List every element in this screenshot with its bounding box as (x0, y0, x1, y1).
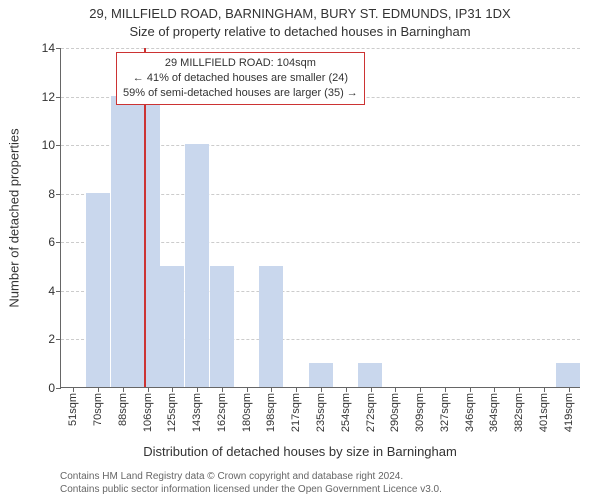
histogram-bar (210, 266, 234, 387)
footer-line1: Contains HM Land Registry data © Crown c… (60, 471, 442, 484)
xtick-mark (222, 387, 223, 392)
ytick-mark (56, 48, 61, 49)
ytick-label: 8 (48, 187, 55, 201)
ytick-label: 6 (48, 235, 55, 249)
histogram-bar (135, 96, 159, 387)
ytick-label: 10 (42, 138, 55, 152)
annotation-line2: ← 41% of detached houses are smaller (24… (123, 71, 358, 86)
xtick-label: 235sqm (315, 393, 327, 432)
chart-subtitle: Size of property relative to detached ho… (0, 24, 600, 39)
x-axis-label: Distribution of detached houses by size … (0, 444, 600, 459)
ytick-label: 14 (42, 41, 55, 55)
xtick-label: 364sqm (488, 393, 500, 432)
xtick-mark (321, 387, 322, 392)
histogram-bar (185, 144, 209, 387)
xtick-label: 125sqm (166, 393, 178, 432)
xtick-label: 401sqm (538, 393, 550, 432)
histogram-bar (358, 363, 382, 387)
xtick-label: 419sqm (563, 393, 575, 432)
xtick-label: 70sqm (92, 393, 104, 426)
ytick-label: 12 (42, 90, 55, 104)
footer-attribution: Contains HM Land Registry data © Crown c… (60, 471, 442, 496)
xtick-mark (494, 387, 495, 392)
xtick-mark (371, 387, 372, 392)
xtick-mark (73, 387, 74, 392)
chart-title-address: 29, MILLFIELD ROAD, BARNINGHAM, BURY ST.… (0, 6, 600, 21)
xtick-label: 198sqm (265, 393, 277, 432)
y-axis-label: Number of detached properties (7, 128, 22, 307)
xtick-mark (98, 387, 99, 392)
ytick-label: 0 (48, 381, 55, 395)
xtick-label: 162sqm (216, 393, 228, 432)
xtick-label: 382sqm (513, 393, 525, 432)
gridline-h (61, 48, 580, 49)
histogram-bar (160, 266, 184, 387)
ytick-mark (56, 291, 61, 292)
ytick-mark (56, 97, 61, 98)
histogram-bar (111, 96, 135, 387)
xtick-mark (296, 387, 297, 392)
annotation-line1: 29 MILLFIELD ROAD: 104sqm (123, 56, 358, 71)
ytick-mark (56, 242, 61, 243)
xtick-mark (470, 387, 471, 392)
xtick-label: 327sqm (439, 393, 451, 432)
chart-container: 29, MILLFIELD ROAD, BARNINGHAM, BURY ST.… (0, 0, 600, 500)
xtick-label: 88sqm (117, 393, 129, 426)
xtick-label: 106sqm (142, 393, 154, 432)
xtick-label: 272sqm (365, 393, 377, 432)
xtick-mark (123, 387, 124, 392)
xtick-label: 51sqm (67, 393, 79, 426)
xtick-mark (544, 387, 545, 392)
histogram-bar (259, 266, 283, 387)
histogram-bar (86, 193, 110, 387)
xtick-label: 346sqm (464, 393, 476, 432)
xtick-mark (172, 387, 173, 392)
ytick-mark (56, 194, 61, 195)
ytick-label: 4 (48, 284, 55, 298)
xtick-mark (197, 387, 198, 392)
footer-line2: Contains public sector information licen… (60, 484, 442, 497)
histogram-bar (309, 363, 333, 387)
xtick-mark (519, 387, 520, 392)
xtick-mark (247, 387, 248, 392)
plot-area: 29 MILLFIELD ROAD: 104sqm ← 41% of detac… (60, 48, 580, 388)
ytick-label: 2 (48, 332, 55, 346)
xtick-mark (271, 387, 272, 392)
xtick-label: 254sqm (340, 393, 352, 432)
xtick-mark (420, 387, 421, 392)
annotation-line3: 59% of semi-detached houses are larger (… (123, 86, 358, 101)
xtick-label: 290sqm (389, 393, 401, 432)
histogram-bar (556, 363, 580, 387)
ytick-mark (56, 145, 61, 146)
annotation-box: 29 MILLFIELD ROAD: 104sqm ← 41% of detac… (116, 52, 365, 105)
xtick-mark (395, 387, 396, 392)
xtick-mark (148, 387, 149, 392)
xtick-mark (346, 387, 347, 392)
ytick-mark (56, 339, 61, 340)
xtick-label: 217sqm (290, 393, 302, 432)
ytick-mark (56, 388, 61, 389)
xtick-label: 180sqm (241, 393, 253, 432)
xtick-mark (445, 387, 446, 392)
xtick-mark (569, 387, 570, 392)
xtick-label: 143sqm (191, 393, 203, 432)
xtick-label: 309sqm (414, 393, 426, 432)
